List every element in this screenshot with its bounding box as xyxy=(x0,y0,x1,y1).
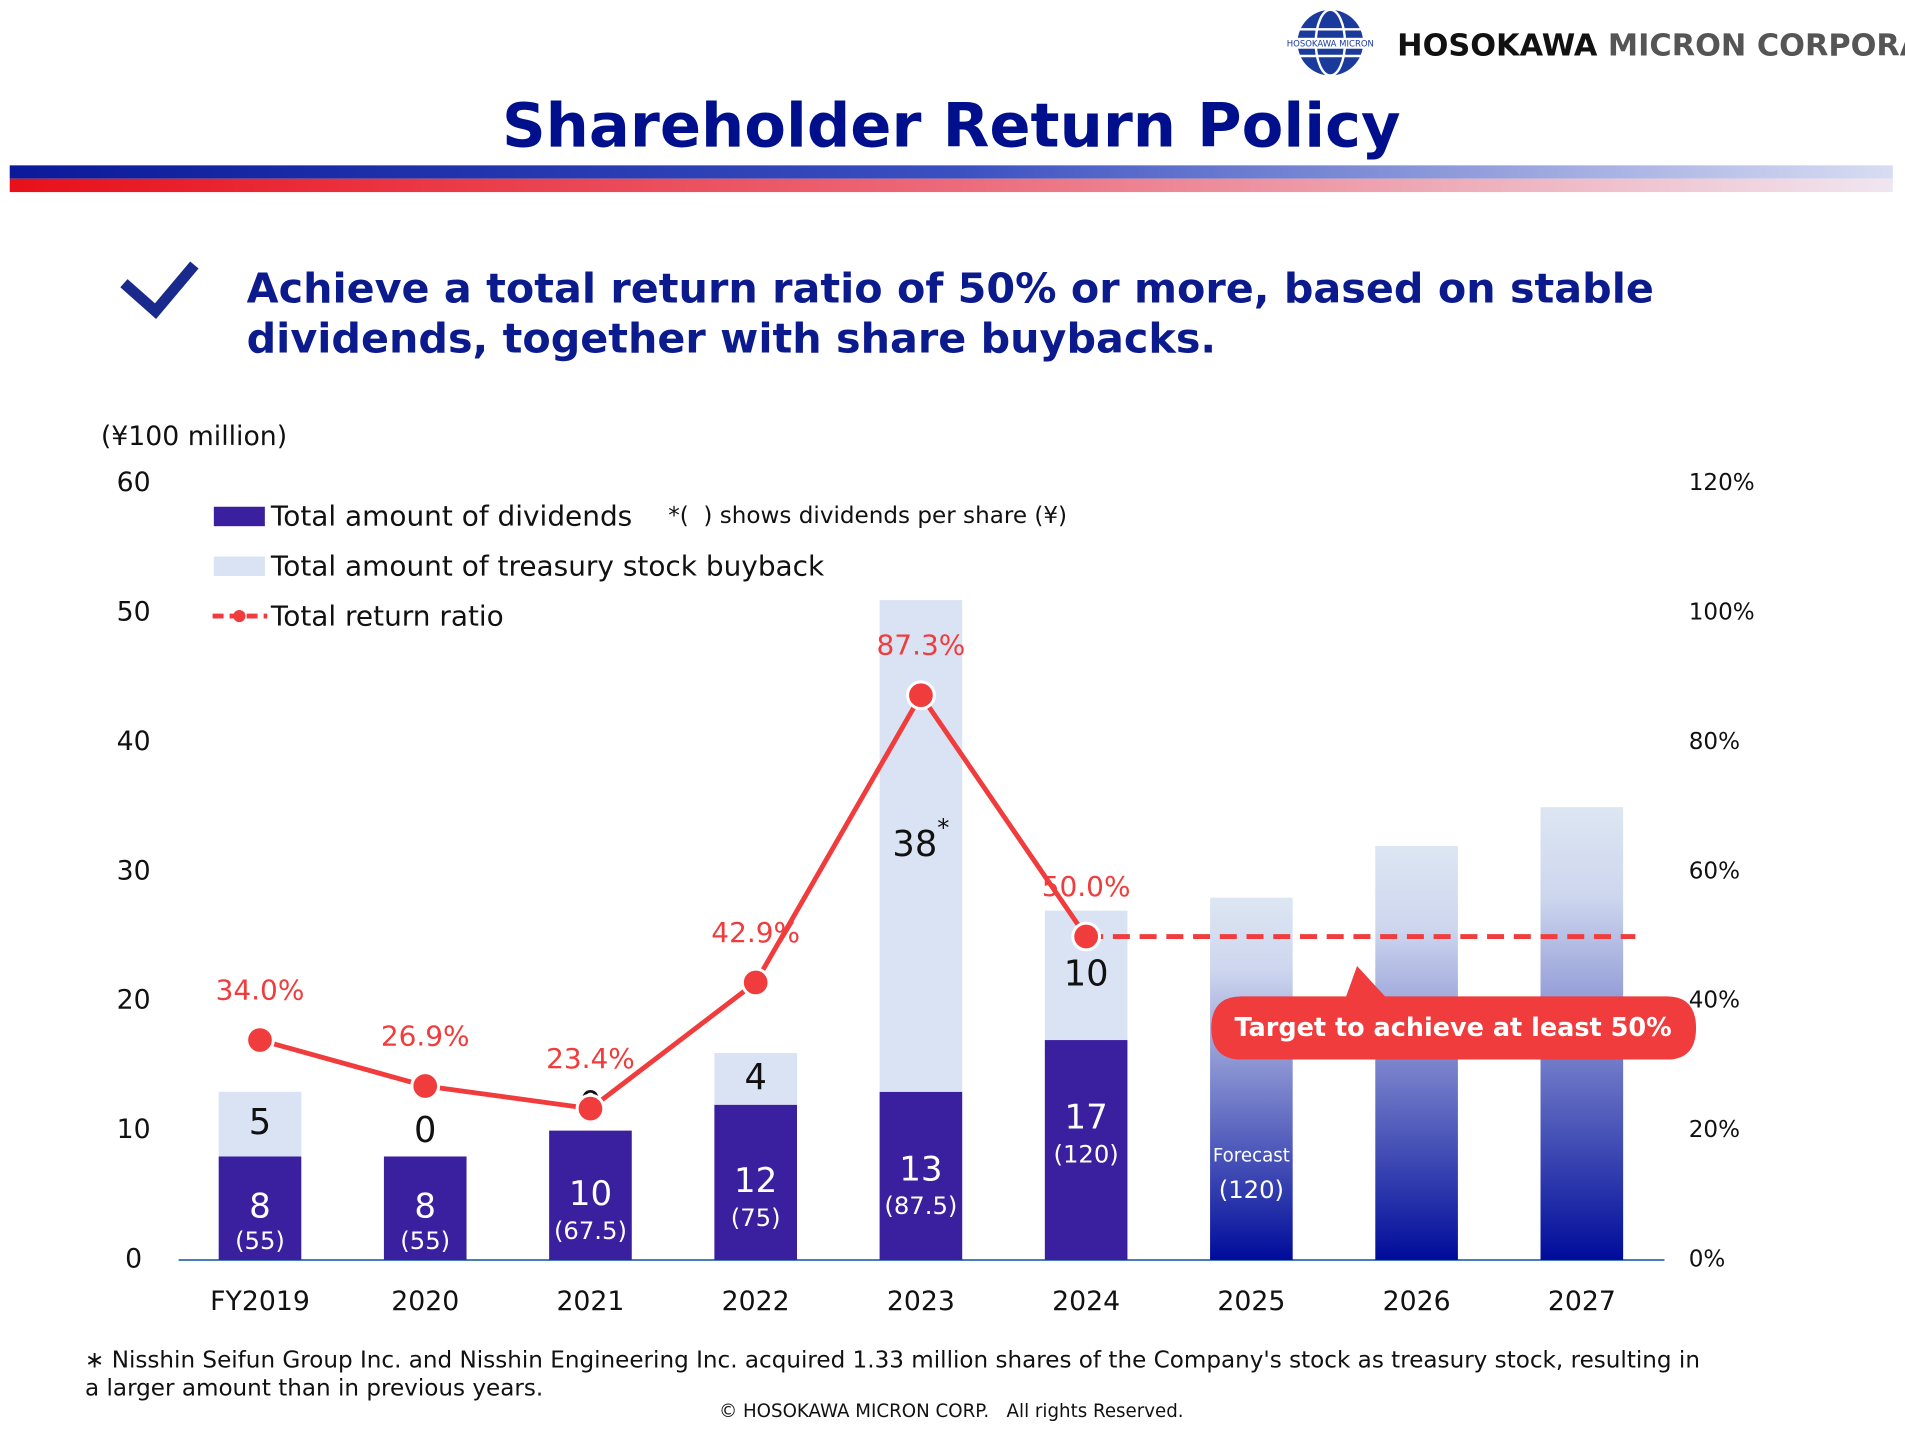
policy-text: Achieve a total return ratio of 50% or m… xyxy=(247,265,1654,313)
dividend-label: 8 xyxy=(414,1187,436,1227)
dividend-label: 13 xyxy=(899,1149,942,1189)
buyback-value: 4 xyxy=(744,1057,766,1098)
forecast-label: Forecast xyxy=(1213,1146,1290,1167)
dividend-label: 8 xyxy=(249,1187,271,1227)
ratio-point xyxy=(906,680,936,711)
y-tick-label: 50 xyxy=(117,597,151,628)
copyright: © HOSOKAWA MICRON CORP. All rights Reser… xyxy=(719,1401,1184,1422)
header-bar xyxy=(9,178,1893,193)
legend-swatch xyxy=(213,556,265,576)
y-tick-label: 0 xyxy=(125,1244,142,1275)
y2-tick-label: 20% xyxy=(1689,1117,1740,1143)
ratio-label: 23.4% xyxy=(546,1042,635,1075)
ratio-label: 87.3% xyxy=(877,629,966,662)
y2-tick-label: 120% xyxy=(1689,470,1755,496)
target-callout xyxy=(1211,965,1697,1060)
per-share-label: (120) xyxy=(1219,1175,1284,1204)
dividend-label: 10 xyxy=(569,1174,612,1214)
per-share-label: (87.5) xyxy=(884,1191,957,1220)
footnote: a larger amount than in previous years. xyxy=(85,1375,543,1401)
y-tick-label: 40 xyxy=(117,726,151,757)
title: Shareholder Return Policy xyxy=(502,92,1401,162)
ratio-point xyxy=(245,1025,275,1055)
per-share-label: (55) xyxy=(235,1226,285,1255)
per-share-label: (67.5) xyxy=(554,1216,627,1245)
buyback-value: 0 xyxy=(414,1110,436,1151)
forecast-bar xyxy=(1210,897,1293,1261)
buyback-label: 4 xyxy=(744,1057,766,1098)
y2-tick-label: 80% xyxy=(1689,729,1740,755)
ratio-line xyxy=(259,690,1089,1112)
y-tick-label: 20 xyxy=(117,985,151,1016)
ratio-label: 34.0% xyxy=(216,973,305,1006)
ratio-point xyxy=(740,967,771,998)
x-tick-label: FY2019 xyxy=(210,1286,310,1317)
y2-tick-label: 60% xyxy=(1689,858,1740,884)
target-label: Target to achieve at least 50% xyxy=(1234,1013,1671,1043)
per-share-label: (120) xyxy=(1053,1139,1118,1168)
y-tick-label: 10 xyxy=(117,1114,151,1145)
logo-text: HOSOKAWA MICRON xyxy=(1287,39,1374,49)
x-tick-label: 2027 xyxy=(1548,1286,1616,1317)
y2-tick-label: 0% xyxy=(1689,1247,1726,1273)
x-tick-label: 2022 xyxy=(722,1286,790,1317)
per-share-note: *( ) shows dividends per share (¥) xyxy=(668,503,1067,529)
y-tick-label: 30 xyxy=(117,855,151,886)
buyback-value: 5 xyxy=(249,1102,271,1143)
legend-label: Total return ratio xyxy=(270,599,504,632)
company-name: HOSOKAWA MICRON CORPORATION xyxy=(1397,28,1905,63)
dividend-bar xyxy=(549,1130,632,1261)
dividend-label: 17 xyxy=(1065,1098,1108,1138)
dividend-bar xyxy=(383,1156,467,1261)
x-tick-label: 2025 xyxy=(1217,1286,1285,1317)
dividend-bar xyxy=(1044,1040,1128,1261)
x-tick-label: 2021 xyxy=(556,1286,624,1317)
ratio-label: 26.9% xyxy=(381,1019,470,1052)
dividend-bar xyxy=(879,1091,963,1261)
y2-tick-label: 40% xyxy=(1689,988,1740,1014)
buyback-label: 38* xyxy=(892,813,949,865)
ratio-label: 42.9% xyxy=(711,916,800,949)
buyback-value: 38 xyxy=(892,824,937,865)
per-share-label: (55) xyxy=(400,1226,450,1255)
dividend-bar xyxy=(218,1156,302,1261)
x-tick-label: 2024 xyxy=(1052,1286,1120,1317)
logo: HOSOKAWA MICRON xyxy=(1287,8,1374,77)
y-tick-label: 60 xyxy=(117,467,151,498)
dividend-bar xyxy=(714,1104,797,1261)
x-tick-label: 2026 xyxy=(1383,1286,1451,1317)
buyback-bar xyxy=(218,1091,302,1157)
note-marker: * xyxy=(937,813,949,842)
buyback-label: 0 xyxy=(414,1110,436,1151)
buyback-value: 10 xyxy=(1064,953,1109,994)
x-tick-label: 2023 xyxy=(887,1286,955,1317)
legend-swatch xyxy=(233,610,246,623)
legend-label: Total amount of dividends xyxy=(270,500,632,533)
ratio-point xyxy=(575,1093,606,1124)
legend-label: Total amount of treasury stock buyback xyxy=(270,549,825,582)
buyback-label: 5 xyxy=(249,1102,271,1143)
checkmark xyxy=(120,261,199,319)
y-axis-unit: (¥100 million) xyxy=(101,421,287,452)
policy-text: dividends, together with share buybacks. xyxy=(247,315,1217,363)
ratio-point xyxy=(1071,921,1102,952)
ratio-label: 50.0% xyxy=(1042,870,1131,903)
y2-tick-label: 100% xyxy=(1689,600,1755,626)
x-tick-label: 2020 xyxy=(391,1286,459,1317)
per-share-label: (75) xyxy=(731,1203,781,1232)
legend-swatch xyxy=(213,506,265,527)
dividend-label: 12 xyxy=(734,1161,777,1201)
ratio-point xyxy=(410,1071,441,1101)
footnote: ∗ Nisshin Seifun Group Inc. and Nisshin … xyxy=(85,1347,1700,1373)
header-bar xyxy=(9,165,1893,179)
buyback-bar xyxy=(714,1052,797,1105)
buyback-label: 10 xyxy=(1064,953,1109,994)
